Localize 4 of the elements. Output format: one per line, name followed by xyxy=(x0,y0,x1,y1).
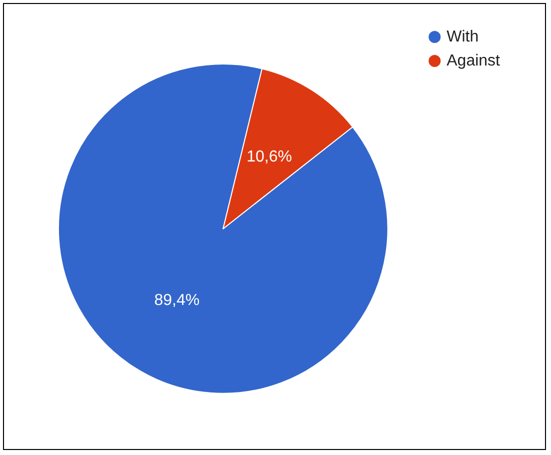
data-label: 89,4% xyxy=(154,292,200,309)
legend-label: Against xyxy=(446,52,501,70)
legend-label: With xyxy=(446,28,479,46)
data-label: 10,6% xyxy=(246,148,292,166)
